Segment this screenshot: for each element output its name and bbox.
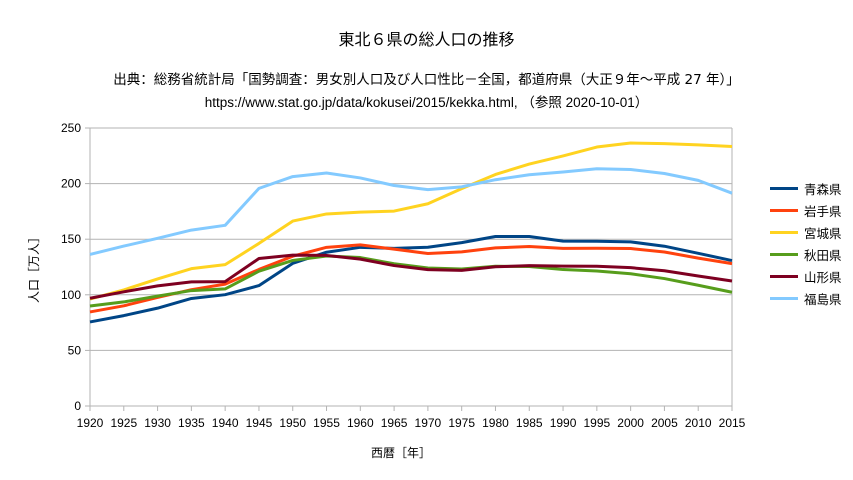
legend-swatch: [770, 230, 798, 234]
x-tick-label: 1985: [516, 416, 543, 430]
series-line-5: [89, 167, 733, 256]
grid-lines: [90, 127, 732, 407]
x-tick-label: 1940: [212, 416, 239, 430]
x-axis-label: 西暦［年］: [371, 446, 431, 460]
series-line-4: [89, 253, 733, 300]
legend-label: 山形県: [804, 269, 842, 285]
x-tick-label: 2005: [651, 416, 678, 430]
x-tick-label: 1990: [550, 416, 577, 430]
x-tick-label: 1925: [110, 416, 137, 430]
x-tick-label: 1930: [144, 416, 171, 430]
x-tick-label: 1960: [347, 416, 374, 430]
legend-swatch: [770, 274, 798, 278]
x-tick-label: 1945: [246, 416, 273, 430]
x-tick-label: 1995: [583, 416, 610, 430]
legend: 青森県岩手県宮城県秋田県山形県福島県: [770, 177, 842, 309]
y-tick-label: 250: [61, 121, 81, 135]
chart-title: 東北６県の総人口の推移: [338, 30, 515, 49]
y-axis-label: 人口［万人］: [27, 231, 41, 303]
axes: 0 50 100 150 200 250 1920 1925 1930 1935 1940 1945 1…: [61, 121, 746, 430]
x-tick-label: 1980: [482, 416, 509, 430]
legend-swatch: [770, 296, 798, 300]
legend-label: 青森県: [804, 181, 842, 197]
chart-source-url: https://www.stat.go.jp/data/kokusei/2015…: [204, 95, 649, 110]
legend-label: 秋田県: [804, 247, 842, 263]
x-tick-label: 1970: [415, 416, 442, 430]
legend-item: 青森県: [770, 177, 842, 199]
series-line-0: [89, 235, 733, 324]
legend-swatch: [770, 208, 798, 212]
y-tick-label: 50: [68, 343, 82, 357]
legend-item: 岩手県: [770, 199, 842, 221]
legend-label: 宮城県: [804, 225, 842, 241]
chart-source-line: 出典：総務省統計局「国勢調査：男女別人口及び人口性比－全国，都道府県（大正９年～…: [113, 72, 740, 88]
x-tick-label: 2010: [685, 416, 712, 430]
legend-item: 福島県: [770, 287, 842, 309]
x-tick-label: 1935: [178, 416, 205, 430]
x-tick-label: 1965: [381, 416, 408, 430]
legend-label: 福島県: [804, 291, 842, 307]
legend-swatch: [770, 252, 798, 256]
y-tick-label: 150: [61, 232, 81, 246]
y-tick-label: 100: [61, 288, 81, 302]
legend-item: 秋田県: [770, 243, 842, 265]
y-tick-label: 0: [74, 399, 81, 413]
x-tick-label: 1975: [448, 416, 475, 430]
legend-item: 宮城県: [770, 221, 842, 243]
x-tick-label: 1955: [313, 416, 340, 430]
series-line-1: [89, 243, 733, 314]
legend-label: 岩手県: [804, 203, 842, 219]
y-tick-label: 200: [61, 177, 81, 191]
series-lines: [89, 141, 733, 324]
legend-swatch: [770, 186, 798, 190]
legend-item: 山形県: [770, 265, 842, 287]
series-line-2: [89, 141, 733, 301]
x-tick-label: 2015: [719, 416, 746, 430]
x-tick-label: 2000: [617, 416, 644, 430]
series-line-3: [89, 254, 733, 308]
x-tick-label: 1920: [77, 416, 104, 430]
x-tick-label: 1950: [279, 416, 306, 430]
